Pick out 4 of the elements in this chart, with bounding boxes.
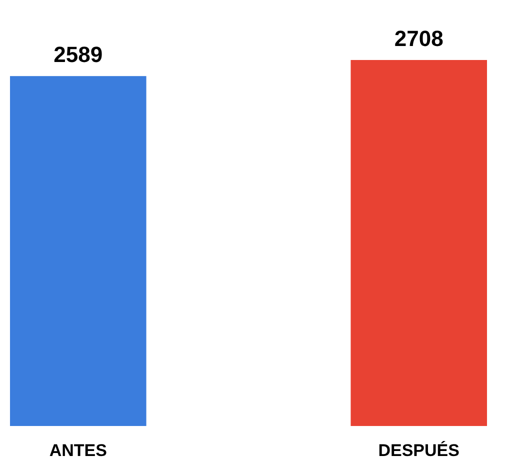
data-label: 2708 bbox=[394, 26, 444, 51]
x-tick-label: ANTES bbox=[49, 441, 107, 460]
data-label: 2589 bbox=[54, 42, 103, 68]
x-tick-label: DESPUÉS bbox=[378, 440, 460, 460]
